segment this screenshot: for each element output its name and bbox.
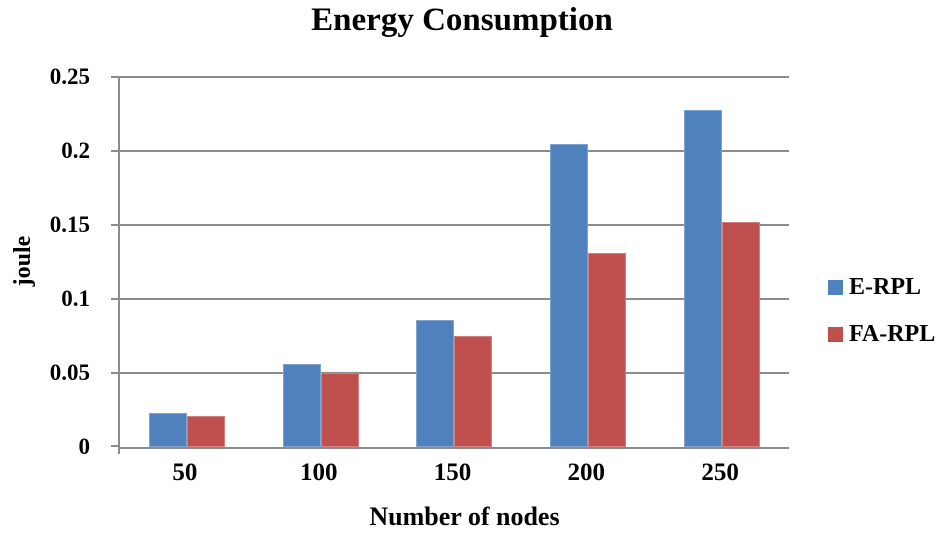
bar-e-rpl-50 [148,413,187,447]
y-tick-label: 0.05 [49,360,90,385]
legend-label: E-RPL [849,274,921,300]
bar-fa-rpl-150 [454,336,493,447]
bar-group-200 [521,77,655,447]
x-tick-label: 50 [172,459,198,486]
bar-fa-rpl-200 [588,253,627,447]
bar-fa-rpl-250 [722,222,761,447]
y-tick-label: 0.2 [61,138,90,163]
gridline [120,150,789,152]
bar-fa-rpl-100 [320,373,359,447]
bar-e-rpl-200 [550,143,589,447]
x-tick-label: 250 [701,459,739,486]
bar-group-50 [120,77,254,447]
bar-group-100 [254,77,388,447]
x-tick-label: 150 [433,459,472,486]
y-axis-tick [111,150,120,152]
gridline [120,298,789,300]
legend-swatch-icon [828,326,843,342]
gridline [120,76,789,78]
bar-e-rpl-250 [684,109,723,447]
x-axis-tick-labels: 50 100 150 200 250 [118,459,787,487]
bar-fa-rpl-50 [186,415,225,447]
plot-area [111,76,789,454]
y-tick-label: 0.15 [49,212,90,237]
y-axis-tick [111,298,120,300]
bar-groups [120,77,789,447]
legend-item-e-rpl: E-RPL [828,273,935,301]
x-tick-label: 200 [567,459,606,486]
y-axis-tick-labels: 0 0.05 0.1 0.15 0.2 0.25 [0,64,90,459]
legend: E-RPL FA-RPL [828,273,935,348]
legend-label: FA-RPL [849,321,936,347]
chart-title: Energy Consumption [311,2,613,38]
y-axis-tick [111,224,120,226]
y-axis-tick [111,76,120,78]
bar-e-rpl-100 [282,364,321,447]
y-tick-label: 0 [78,434,91,459]
bar-e-rpl-150 [416,319,455,447]
y-tick-label: 0.1 [61,286,90,311]
legend-swatch-icon [828,279,843,295]
gridline [120,224,789,226]
bar-group-150 [388,77,522,447]
x-tick-label: 100 [299,459,338,486]
legend-item-fa-rpl: FA-RPL [828,320,935,348]
y-axis-tick [111,445,120,447]
y-axis-tick [111,372,120,374]
x-axis-title: Number of nodes [369,502,560,531]
bar-group-250 [655,77,789,447]
y-tick-label: 0.25 [49,64,90,89]
